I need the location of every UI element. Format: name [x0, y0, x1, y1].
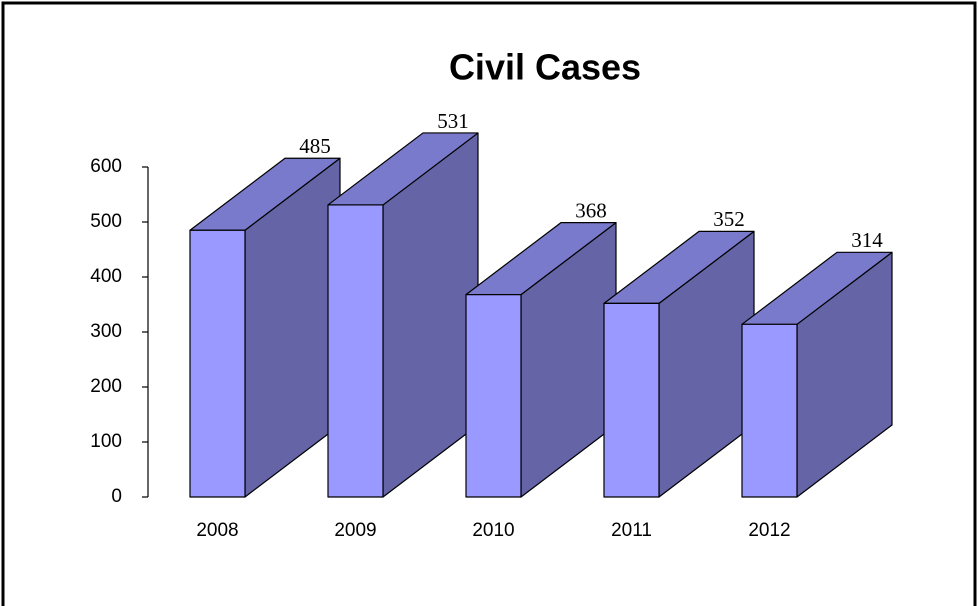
bar-front	[327, 204, 384, 498]
data-label: 531	[437, 109, 469, 133]
y-tick-label: 600	[90, 156, 122, 177]
y-tick-label: 500	[90, 211, 122, 232]
y-tick-label: 400	[90, 266, 122, 287]
x-tick-label: 2008	[196, 520, 238, 541]
bar	[465, 222, 617, 498]
x-tick-label: 2009	[334, 520, 376, 541]
data-label: 314	[851, 228, 883, 252]
x-tick-label: 2012	[748, 520, 790, 541]
bar-front	[465, 294, 522, 498]
data-label: 485	[299, 134, 331, 158]
bar	[741, 251, 893, 498]
bar	[603, 230, 755, 498]
data-label: 368	[575, 198, 607, 222]
bar-front	[603, 302, 660, 498]
bar	[189, 157, 341, 498]
chart-title: Civil Cases	[449, 47, 641, 88]
y-tick-label: 100	[90, 431, 122, 452]
x-tick-label: 2011	[611, 520, 652, 541]
x-tick-label: 2010	[472, 520, 514, 541]
bar	[327, 132, 479, 498]
y-tick-label: 300	[90, 321, 122, 342]
y-tick-label: 200	[90, 376, 122, 397]
data-label: 352	[713, 207, 745, 231]
bar-front	[741, 323, 798, 498]
y-tick-label: 0	[111, 486, 122, 507]
bar-front	[189, 229, 246, 498]
